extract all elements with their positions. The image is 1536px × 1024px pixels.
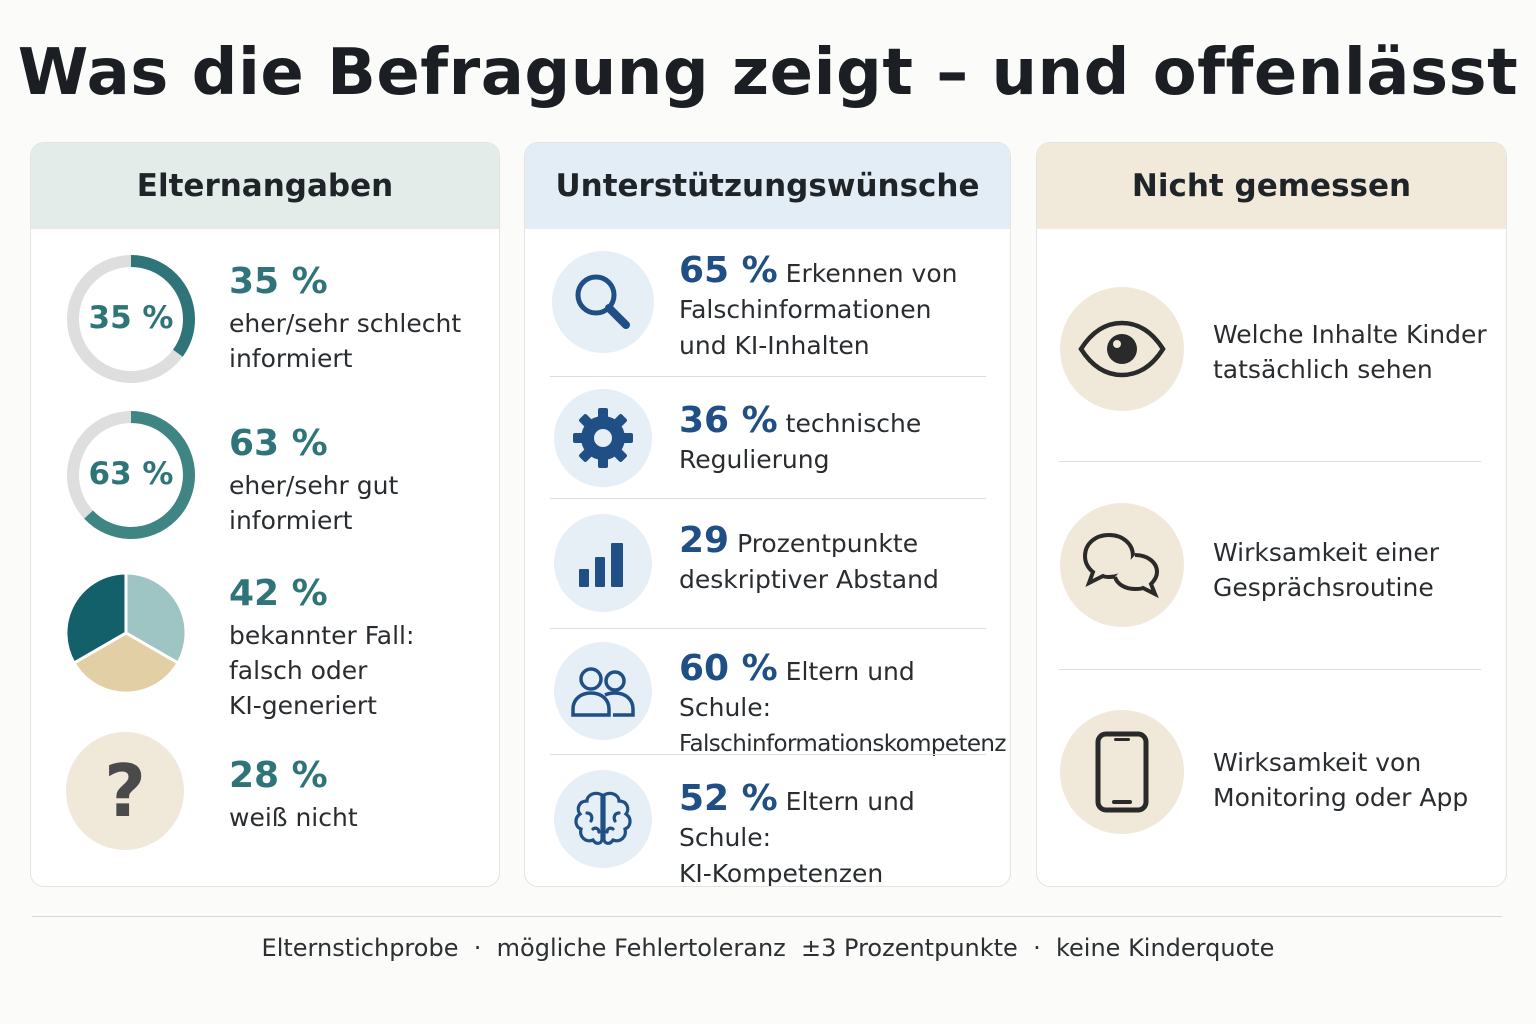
footer-separator: · [473,934,482,962]
stat-desc-line: bekannter Fall: [229,621,415,650]
stat-desc-line: Falschinformationskompetenz [679,731,1006,757]
card-header-unterstuetzungswuensche: Unterstützungswünsche [525,143,1010,229]
divider [1059,669,1481,670]
stat-value: 60 % [679,648,778,689]
card-nicht-gemessen: Nicht gemessen Welche Inhalte Kinder tat… [1036,142,1507,887]
stat-desc-line: falsch oder [229,656,368,685]
divider [1059,461,1481,462]
unmeasured-item-line: Monitoring oder App [1213,783,1469,812]
stat-value: 63 % [229,423,328,464]
stat-desc-inline: Erkennen von [785,259,958,288]
footer-divider [32,916,1502,917]
brain-icon [554,770,652,868]
pie-chart-icon [64,571,188,695]
stat-value: 36 % [679,400,778,441]
divider [550,628,986,629]
eye-icon [1060,287,1184,411]
footer-part: keine Kinderquote [1055,934,1275,962]
stat-value: 35 % [229,261,328,302]
stat-desc-line: eher/sehr gut [229,471,399,500]
stat-value: 52 % [679,778,778,819]
divider [550,498,986,499]
stat-desc-line: informiert [229,506,353,535]
donut-label: 63 % [88,456,174,492]
stat-value: 29 [679,520,730,561]
footer-part: Elternstichprobe [261,934,459,962]
speech-bubbles-icon [1060,503,1184,627]
stat-desc-inline: technische [785,409,922,438]
donut-progress-arc [67,255,195,383]
donut-progress-arc [67,411,195,539]
divider [550,754,986,755]
unmeasured-item-line: Gesprächsroutine [1213,573,1434,602]
bar-chart-icon [554,514,652,612]
question-mark-icon: ? [66,732,184,850]
gear-icon [554,389,652,487]
footer-separator: · [1033,934,1041,962]
stat-value: 28 % [229,755,328,796]
card-elternangaben: Elternangaben 35 % 35 % eher/sehr schlec… [30,142,500,887]
stat-value: 42 % [229,573,328,614]
stat-value: 65 % [679,250,778,291]
unmeasured-item-line: Wirksamkeit von [1213,748,1422,777]
card-header-nicht-gemessen: Nicht gemessen [1037,143,1506,229]
unmeasured-item-line: tatsächlich sehen [1213,355,1433,384]
stat-desc-line: und KI-Inhalten [679,331,870,360]
stat-desc-line: KI-Kompetenzen [679,859,884,887]
stat-desc-line: weiß nicht [229,803,358,832]
stat-desc-line: informiert [229,344,353,373]
stat-desc-inline: Eltern und Schule: [679,787,915,852]
footer-note: Elternstichprobe · mögliche Fehlertolera… [0,934,1536,962]
stat-desc-inline: Eltern und Schule: [679,657,915,722]
divider [550,376,986,377]
stat-desc-line: Regulierung [679,445,830,474]
footer-part: mögliche Fehlertoleranz ±3 Prozentpunkte [496,934,1018,962]
stat-desc-inline: Prozentpunkte [737,529,919,558]
donut-label: 35 % [88,300,174,336]
stat-desc-line: eher/sehr schlecht [229,309,462,338]
people-icon [554,642,652,740]
magnifier-icon [552,251,654,353]
stat-desc-line: Falschinformationen [679,295,932,324]
unmeasured-item-line: Wirksamkeit einer [1213,538,1440,567]
unmeasured-item-line: Welche Inhalte Kinder [1213,320,1487,349]
donut-chart-icon: 35 % [65,253,197,385]
smartphone-icon [1060,710,1184,834]
stat-desc-line: deskriptiver Abstand [679,565,939,594]
card-unterstuetzungswuensche: Unterstützungswünsche 65 % Erkennen von … [524,142,1011,887]
donut-chart-icon: 63 % [65,409,197,541]
card-header-elternangaben: Elternangaben [31,143,499,229]
stat-desc-line: KI-generiert [229,691,377,720]
page-title: Was die Befragung zeigt – und offenlässt [17,36,1519,110]
